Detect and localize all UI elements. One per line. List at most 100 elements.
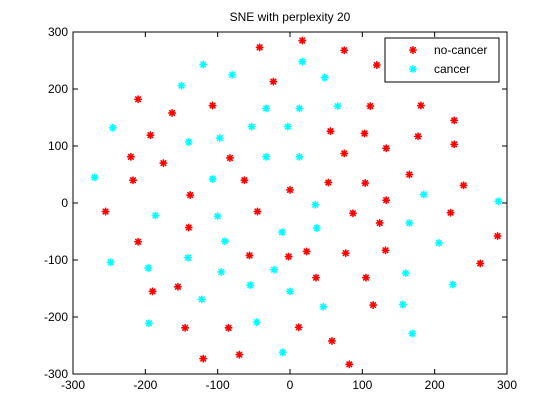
data-point-no-cancer [382, 196, 391, 205]
data-point-no-cancer [129, 176, 138, 185]
y-tick-label: -200 [44, 310, 68, 324]
data-point-no-cancer [146, 131, 155, 140]
data-point-cancer [208, 175, 217, 184]
data-point-no-cancer [372, 61, 381, 70]
data-point-cancer [295, 104, 304, 113]
data-point-cancer [435, 238, 444, 247]
data-point-no-cancer [255, 43, 264, 52]
data-point-no-cancer [327, 336, 336, 345]
data-point-no-cancer [450, 116, 459, 125]
data-point-cancer [312, 224, 321, 233]
data-point-no-cancer [360, 129, 369, 138]
legend: no-cancer cancer [384, 37, 500, 83]
data-point-no-cancer [199, 354, 208, 363]
data-point-no-cancer [159, 159, 168, 168]
y-tick-label: 100 [48, 139, 68, 153]
data-point-no-cancer [181, 323, 190, 332]
data-point-no-cancer [375, 218, 384, 227]
data-point-no-cancer [340, 149, 349, 158]
chart-title: SNE with perplexity 20 [230, 10, 351, 24]
data-point-cancer [199, 60, 208, 69]
data-point-no-cancer [298, 36, 307, 45]
data-point-cancer [144, 319, 153, 328]
data-point-cancer [151, 211, 160, 220]
data-point-cancer [217, 267, 226, 276]
data-point-no-cancer [416, 101, 425, 110]
data-point-no-cancer [348, 209, 357, 218]
legend-box [384, 37, 500, 83]
data-point-cancer [220, 237, 229, 246]
data-point-no-cancer [126, 152, 135, 161]
data-point-no-cancer [224, 323, 233, 332]
data-point-cancer [285, 287, 295, 296]
data-point-no-cancer [269, 77, 278, 86]
y-tick-label: 0 [61, 196, 68, 210]
data-point-cancer [419, 190, 428, 199]
data-point-cancer [184, 253, 193, 262]
x-tick-label: -300 [61, 378, 85, 392]
legend-marker [408, 45, 418, 55]
data-point-no-cancer [134, 237, 143, 246]
data-point-no-cancer [341, 249, 350, 258]
x-tick-label: 300 [497, 378, 517, 392]
data-point-cancer [278, 228, 287, 237]
data-point-cancer [262, 152, 271, 161]
data-point-no-cancer [345, 360, 354, 369]
legend-label: no-cancer [434, 43, 487, 57]
y-tick-label: -300 [44, 367, 68, 381]
data-point-no-cancer [450, 140, 459, 149]
data-point-cancer [311, 200, 320, 209]
data-point-cancer [405, 218, 414, 227]
data-point-cancer [184, 138, 193, 147]
data-point-cancer [144, 263, 153, 272]
data-point-no-cancer [186, 191, 195, 200]
data-point-cancer [213, 212, 222, 221]
y-tick-label: 300 [48, 25, 68, 39]
x-tick-label: 0 [287, 378, 294, 392]
x-tick-label: -100 [206, 378, 230, 392]
data-point-no-cancer [285, 185, 295, 194]
data-point-cancer [90, 173, 99, 182]
data-point-cancer [108, 123, 117, 132]
data-point-cancer [252, 318, 261, 327]
data-point-cancer [197, 295, 206, 304]
data-point-cancer [333, 102, 342, 111]
data-point-no-cancer [101, 207, 110, 216]
plot-area [72, 31, 508, 375]
data-point-no-cancer [326, 127, 335, 136]
data-point-no-cancer [208, 101, 217, 110]
data-point-cancer [408, 329, 417, 338]
data-point-no-cancer [302, 247, 311, 256]
data-point-cancer [215, 134, 224, 143]
data-point-cancer [494, 197, 503, 206]
data-point-no-cancer [173, 282, 182, 291]
data-point-cancer [270, 265, 279, 274]
data-point-no-cancer [493, 232, 502, 241]
data-point-cancer [448, 280, 457, 289]
data-point-no-cancer [240, 176, 249, 185]
data-point-cancer [320, 73, 329, 82]
data-point-no-cancer [284, 252, 293, 261]
data-point-no-cancer [324, 178, 333, 187]
x-tick-label: -200 [133, 378, 157, 392]
data-point-no-cancer [382, 144, 391, 153]
data-point-no-cancer [294, 323, 303, 332]
data-point-cancer [278, 348, 287, 357]
x-tick-label: 100 [352, 378, 372, 392]
data-point-no-cancer [361, 179, 370, 188]
data-point-no-cancer [312, 273, 321, 282]
data-point-no-cancer [459, 181, 468, 190]
legend-marker [408, 65, 418, 73]
data-point-no-cancer [405, 170, 414, 179]
data-point-cancer [262, 104, 271, 113]
data-point-cancer [298, 57, 307, 66]
data-point-no-cancer [245, 251, 254, 260]
legend-label: cancer [434, 62, 470, 76]
data-point-cancer [283, 122, 292, 131]
data-point-no-cancer [476, 259, 485, 268]
data-point-no-cancer [168, 108, 177, 117]
data-point-cancer [177, 81, 186, 90]
data-point-no-cancer [446, 208, 455, 217]
data-point-cancer [246, 281, 255, 290]
